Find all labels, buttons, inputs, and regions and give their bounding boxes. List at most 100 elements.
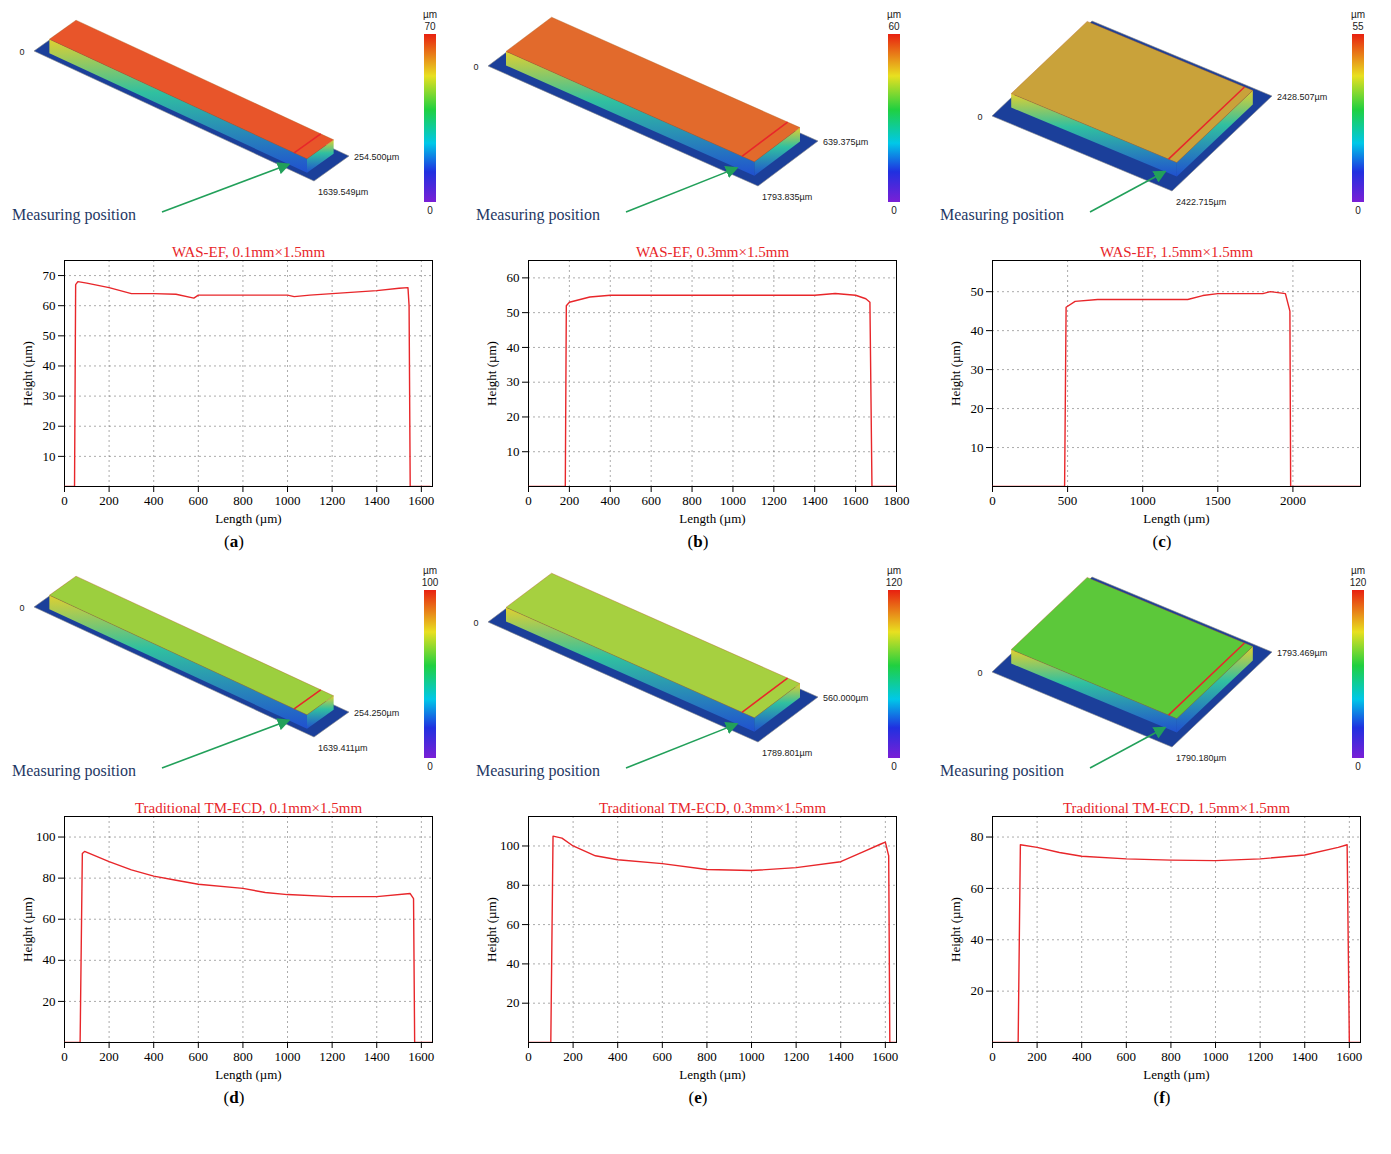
svg-text:254.250µm: 254.250µm <box>354 708 399 718</box>
svg-text:800: 800 <box>1161 1049 1181 1064</box>
svg-text:254.500µm: 254.500µm <box>354 152 399 162</box>
svg-text:0: 0 <box>19 47 24 57</box>
svg-text:1000: 1000 <box>1203 1049 1229 1064</box>
svg-text:1000: 1000 <box>275 1049 301 1064</box>
svg-text:60: 60 <box>888 21 900 32</box>
svg-text:µm: µm <box>887 9 901 20</box>
svg-text:Length (µm): Length (µm) <box>215 511 281 526</box>
svg-text:1400: 1400 <box>364 493 390 508</box>
svg-text:500: 500 <box>1058 493 1078 508</box>
svg-text:1400: 1400 <box>802 493 828 508</box>
svg-text:800: 800 <box>233 1049 253 1064</box>
svg-text:0: 0 <box>473 618 478 628</box>
svg-text:20: 20 <box>507 409 520 424</box>
svg-text:WAS-EF, 0.3mm×1.5mm: WAS-EF, 0.3mm×1.5mm <box>636 244 789 260</box>
svg-text:0: 0 <box>61 493 68 508</box>
svg-text:Traditional TM-ECD, 1.5mm×1.5m: Traditional TM-ECD, 1.5mm×1.5mm <box>1063 800 1291 816</box>
svg-text:800: 800 <box>697 1049 717 1064</box>
svg-text:µm: µm <box>887 565 901 576</box>
svg-text:20: 20 <box>507 995 520 1010</box>
svg-text:40: 40 <box>43 952 56 967</box>
svg-text:2428.507µm: 2428.507µm <box>1277 92 1327 102</box>
svg-text:30: 30 <box>507 374 520 389</box>
svg-text:1789.801µm: 1789.801µm <box>762 748 812 758</box>
svg-text:0: 0 <box>19 603 24 613</box>
svg-text:0: 0 <box>977 112 982 122</box>
svg-text:µm: µm <box>423 9 437 20</box>
svg-text:10: 10 <box>971 440 984 455</box>
svg-text:1400: 1400 <box>1292 1049 1318 1064</box>
svg-text:Measuring position: Measuring position <box>476 206 600 224</box>
svg-text:Measuring position: Measuring position <box>940 206 1064 224</box>
svg-text:Length (µm): Length (µm) <box>679 1067 745 1082</box>
svg-text:Measuring position: Measuring position <box>12 762 136 780</box>
svg-text:100: 100 <box>422 577 439 588</box>
svg-text:400: 400 <box>601 493 621 508</box>
svg-text:1800: 1800 <box>884 493 910 508</box>
svg-text:Measuring position: Measuring position <box>12 206 136 224</box>
svg-text:1000: 1000 <box>1130 493 1156 508</box>
svg-text:200: 200 <box>99 493 119 508</box>
svg-text:20: 20 <box>43 418 56 433</box>
svg-text:1200: 1200 <box>761 493 787 508</box>
svg-text:70: 70 <box>424 21 436 32</box>
svg-text:1400: 1400 <box>828 1049 854 1064</box>
svg-text:Height (µm): Height (µm) <box>484 897 499 962</box>
svg-text:400: 400 <box>144 1049 164 1064</box>
svg-text:600: 600 <box>1117 1049 1137 1064</box>
svg-text:µm: µm <box>1351 565 1365 576</box>
svg-text:120: 120 <box>1350 577 1367 588</box>
svg-text:70: 70 <box>43 268 56 283</box>
svg-text:1500: 1500 <box>1205 493 1231 508</box>
svg-text:0: 0 <box>1355 205 1361 216</box>
svg-text:Height (µm): Height (µm) <box>20 341 35 406</box>
svg-text:200: 200 <box>560 493 580 508</box>
svg-text:1000: 1000 <box>275 493 301 508</box>
svg-text:600: 600 <box>189 493 209 508</box>
svg-text:WAS-EF, 1.5mm×1.5mm: WAS-EF, 1.5mm×1.5mm <box>1100 244 1253 260</box>
svg-text:0: 0 <box>61 1049 68 1064</box>
svg-text:0: 0 <box>989 493 996 508</box>
svg-text:1200: 1200 <box>1247 1049 1273 1064</box>
svg-text:40: 40 <box>971 932 984 947</box>
svg-text:0: 0 <box>525 493 532 508</box>
svg-text:1200: 1200 <box>319 493 345 508</box>
svg-text:Traditional TM-ECD, 0.3mm×1.5m: Traditional TM-ECD, 0.3mm×1.5mm <box>599 800 827 816</box>
svg-text:30: 30 <box>971 362 984 377</box>
svg-text:55: 55 <box>1352 21 1364 32</box>
svg-text:0: 0 <box>977 668 982 678</box>
svg-text:639.375µm: 639.375µm <box>823 137 868 147</box>
svg-text:100: 100 <box>500 838 520 853</box>
svg-text:1200: 1200 <box>319 1049 345 1064</box>
svg-text:1000: 1000 <box>739 1049 765 1064</box>
svg-text:600: 600 <box>653 1049 673 1064</box>
svg-text:200: 200 <box>99 1049 119 1064</box>
svg-text:20: 20 <box>971 401 984 416</box>
svg-text:0: 0 <box>989 1049 996 1064</box>
svg-text:40: 40 <box>971 323 984 338</box>
svg-text:2000: 2000 <box>1280 493 1306 508</box>
svg-text:0: 0 <box>427 205 433 216</box>
svg-text:800: 800 <box>233 493 253 508</box>
svg-text:10: 10 <box>507 444 520 459</box>
svg-text:40: 40 <box>507 956 520 971</box>
svg-text:40: 40 <box>507 340 520 355</box>
svg-text:0: 0 <box>427 761 433 772</box>
svg-text:80: 80 <box>43 870 56 885</box>
svg-text:560.000µm: 560.000µm <box>823 693 868 703</box>
svg-text:50: 50 <box>507 305 520 320</box>
svg-text:20: 20 <box>971 983 984 998</box>
svg-text:200: 200 <box>563 1049 583 1064</box>
svg-text:1600: 1600 <box>408 1049 434 1064</box>
svg-text:1793.469µm: 1793.469µm <box>1277 648 1327 658</box>
svg-text:µm: µm <box>423 565 437 576</box>
svg-text:2422.715µm: 2422.715µm <box>1176 197 1226 207</box>
svg-text:1639.549µm: 1639.549µm <box>318 187 368 197</box>
svg-text:50: 50 <box>43 328 56 343</box>
svg-text:Height (µm): Height (µm) <box>948 341 963 406</box>
svg-text:400: 400 <box>144 493 164 508</box>
svg-text:1793.835µm: 1793.835µm <box>762 192 812 202</box>
svg-text:60: 60 <box>507 270 520 285</box>
svg-text:1600: 1600 <box>843 493 869 508</box>
svg-text:1000: 1000 <box>720 493 746 508</box>
